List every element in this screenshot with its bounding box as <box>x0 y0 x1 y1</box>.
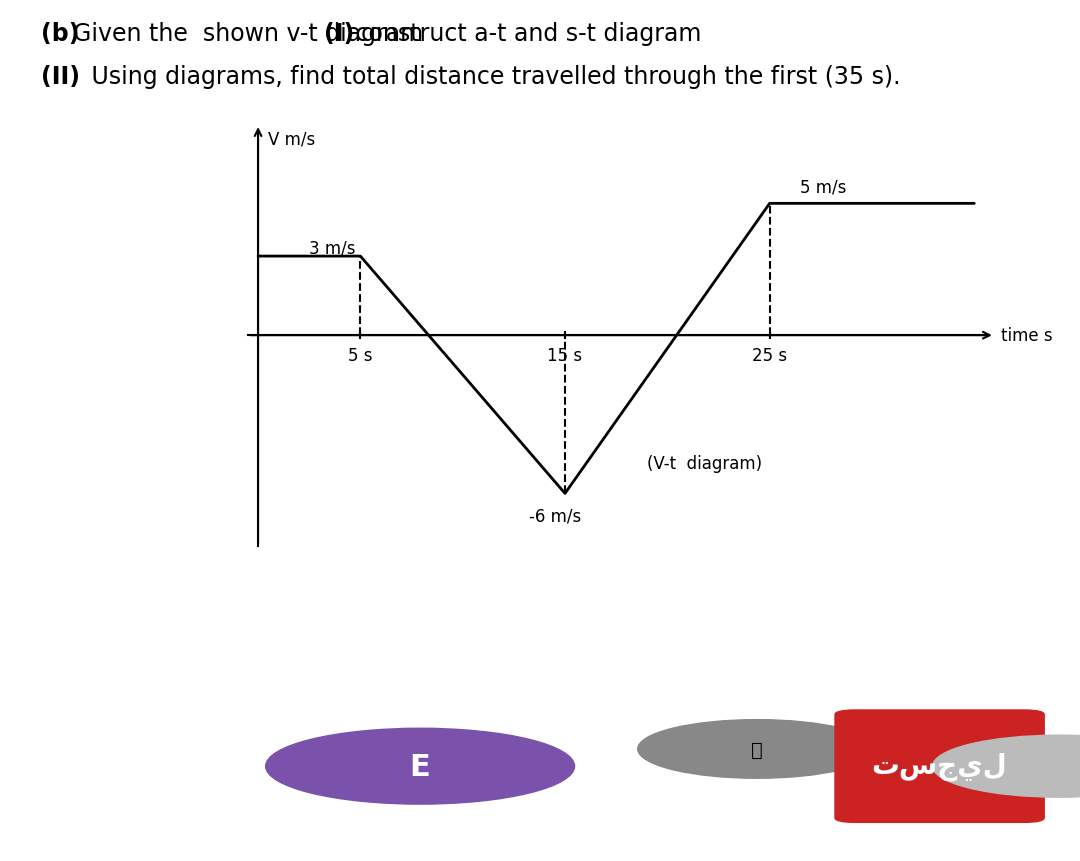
Text: V m/s: V m/s <box>268 130 315 148</box>
Text: E: E <box>409 752 431 781</box>
Text: Using diagrams, find total distance travelled through the first (35 s).: Using diagrams, find total distance trav… <box>84 65 901 89</box>
Text: 5 m/s: 5 m/s <box>800 178 847 196</box>
Text: (b): (b) <box>41 22 80 46</box>
Text: 3 m/s: 3 m/s <box>309 238 355 257</box>
Text: (II): (II) <box>41 65 80 89</box>
Text: -6 m/s: -6 m/s <box>528 507 581 525</box>
Text: (I): (I) <box>324 22 354 46</box>
FancyBboxPatch shape <box>834 709 1045 823</box>
Text: 25 s: 25 s <box>752 346 787 364</box>
Text: (V-t  diagram): (V-t diagram) <box>647 455 762 473</box>
Text: 🎙: 🎙 <box>752 740 762 759</box>
Text: Given the  shown v-t diagram: Given the shown v-t diagram <box>73 22 438 46</box>
Text: تسجيل: تسجيل <box>872 752 1008 781</box>
Text: time s: time s <box>1001 327 1053 344</box>
Text: construct a-t and s-t diagram: construct a-t and s-t diagram <box>348 22 701 46</box>
Circle shape <box>637 720 877 778</box>
Text: 15 s: 15 s <box>548 346 582 364</box>
Text: 5 s: 5 s <box>348 346 373 364</box>
Circle shape <box>266 728 575 804</box>
Circle shape <box>932 735 1080 797</box>
